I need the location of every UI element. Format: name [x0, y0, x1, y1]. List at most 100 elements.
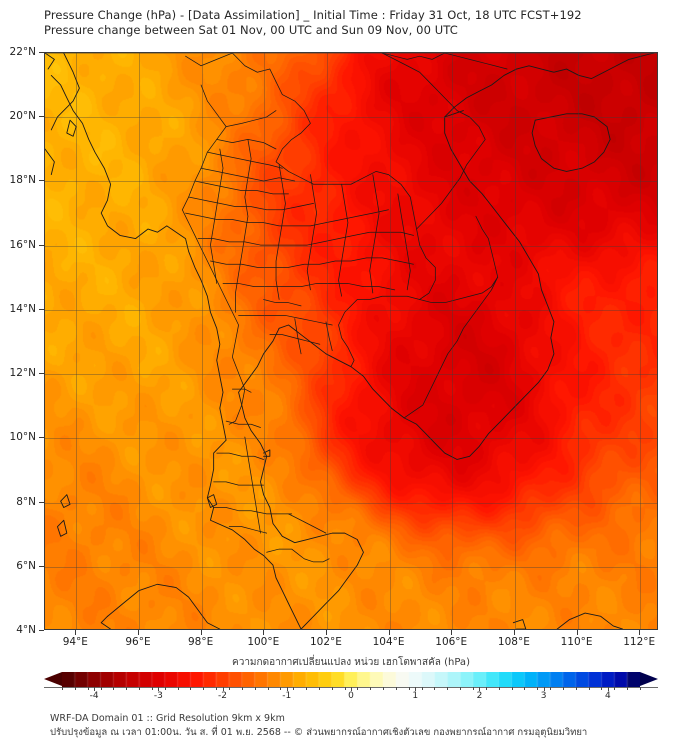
border-path: [186, 210, 389, 226]
ytick-label: 16°N: [9, 238, 36, 251]
colorbar-tick-label: 0: [348, 691, 354, 701]
colorbar-tick-label: -2: [218, 691, 228, 701]
xtick-mark: [263, 630, 265, 635]
border-path: [223, 283, 395, 289]
colorbar-minor-tick: [485, 687, 487, 690]
border-path: [189, 197, 314, 210]
border-path: [214, 482, 264, 485]
colorbar-minor-tick: [126, 687, 128, 690]
colorbar: ความกดอากาศเปลี่ยนแปลง หน่วย เฮกโตพาสคัล…: [44, 656, 658, 702]
map-plot-area: [44, 52, 658, 630]
ytick-mark: [39, 501, 44, 503]
colorbar-minor-tick: [575, 687, 577, 690]
border-path: [186, 53, 233, 66]
colorbar-minor-tick: [151, 687, 153, 690]
border-path: [235, 139, 251, 312]
colorbar-minor-tick: [498, 687, 500, 690]
colorbar-minor-tick: [614, 687, 616, 690]
colorbar-extend-high-icon: [640, 672, 658, 686]
border-path: [382, 53, 507, 69]
border-path: [404, 277, 498, 418]
footer-credits: ปรับปรุงข้อมูล ณ เวลา 01:00น. วัน ส. ที่…: [50, 726, 588, 738]
colorbar-minor-tick: [267, 687, 269, 690]
xtick-label: 96°E: [125, 636, 151, 648]
colorbar-minor-tick: [357, 687, 359, 690]
ytick-mark: [39, 116, 44, 118]
colorbar-axis: -4 -3 -2 -1 0 1 2 3 4: [62, 687, 641, 702]
coastline-path: [239, 328, 364, 629]
colorbar-raster: [62, 672, 640, 687]
border-path: [276, 165, 285, 299]
coastline-path: [67, 120, 76, 136]
border-path: [226, 421, 260, 427]
ytick-label: 22°N: [9, 46, 36, 58]
colorbar-minor-tick: [344, 687, 346, 690]
ytick-mark: [39, 630, 44, 631]
ytick-mark: [39, 244, 44, 246]
colorbar-major-tick: [222, 687, 224, 691]
border-path: [326, 322, 332, 351]
xtick-mark: [325, 630, 327, 635]
colorbar-minor-tick: [74, 687, 76, 690]
xtick-mark: [513, 630, 515, 635]
page-subtitle: Pressure change between Sat 01 Nov, 00 U…: [44, 23, 458, 37]
colorbar-minor-tick: [241, 687, 243, 690]
colorbar-minor-tick: [280, 687, 282, 690]
xtick-label: 106°E: [435, 636, 468, 648]
colorbar-minor-tick: [254, 687, 256, 690]
colorbar-title: ความกดอากาศเปลี่ยนแปลง หน่วย เฮกโตพาสคัล…: [232, 657, 470, 668]
coastline-path: [51, 75, 223, 424]
border-path: [476, 216, 498, 277]
colorbar-minor-tick: [216, 687, 218, 690]
border-path: [420, 277, 498, 303]
colorbar-minor-tick: [537, 687, 539, 690]
colorbar-minor-tick: [100, 687, 102, 690]
colorbar-minor-tick: [139, 687, 141, 690]
colorbar-minor-tick: [395, 687, 397, 690]
coastline-path: [532, 114, 610, 172]
xtick-label: 110°E: [560, 636, 593, 648]
coastline-path: [557, 613, 622, 629]
ytick-label: 14°N: [9, 302, 36, 315]
colorbar-major-tick: [94, 687, 96, 691]
colorbar-major-tick: [415, 687, 417, 691]
colorbar-minor-tick: [370, 687, 372, 690]
border-path: [232, 53, 276, 82]
border-path: [276, 82, 435, 300]
colorbar-major-tick: [286, 687, 288, 691]
colorbar-major-tick: [351, 687, 352, 691]
xtick-mark: [639, 630, 641, 635]
ytick-label: 18°N: [9, 174, 36, 187]
chart-title-block: Pressure Change (hPa) - [Data Assimilati…: [44, 8, 664, 38]
border-path: [207, 152, 282, 168]
colorbar-minor-tick: [562, 687, 564, 690]
coastline-path: [57, 520, 66, 536]
border-path: [217, 453, 264, 459]
xtick-mark: [576, 630, 578, 635]
border-path: [370, 175, 379, 293]
footer-block: WRF-DA Domain 01 :: Grid Resolution 9km …: [50, 712, 670, 739]
colorbar-minor-tick: [306, 687, 308, 690]
border-path: [210, 258, 413, 268]
footer-model-info: WRF-DA Domain 01 :: Grid Resolution 9km …: [50, 713, 285, 724]
pressure-change-raster: [45, 53, 657, 629]
colorbar-minor-tick: [588, 687, 590, 690]
xtick-label: 102°E: [309, 636, 342, 648]
colorbar-minor-tick: [383, 687, 385, 690]
border-path: [270, 335, 320, 345]
colorbar-minor-tick: [447, 687, 449, 690]
colorbar-tick-label: 3: [540, 691, 547, 701]
page-title: Pressure Change (hPa) - [Data Assimilati…: [44, 8, 582, 22]
ytick-mark: [39, 180, 44, 182]
coastline-path: [107, 584, 219, 629]
coastline-path: [61, 495, 70, 508]
coastline-path: [207, 495, 216, 508]
ytick-label: 10°N: [9, 431, 36, 444]
colorbar-minor-tick: [601, 687, 603, 690]
coastline-overlay: [45, 53, 657, 629]
ytick-label: 12°N: [9, 367, 36, 380]
border-path: [339, 296, 420, 366]
border-path: [295, 319, 301, 354]
border-path: [267, 549, 329, 562]
